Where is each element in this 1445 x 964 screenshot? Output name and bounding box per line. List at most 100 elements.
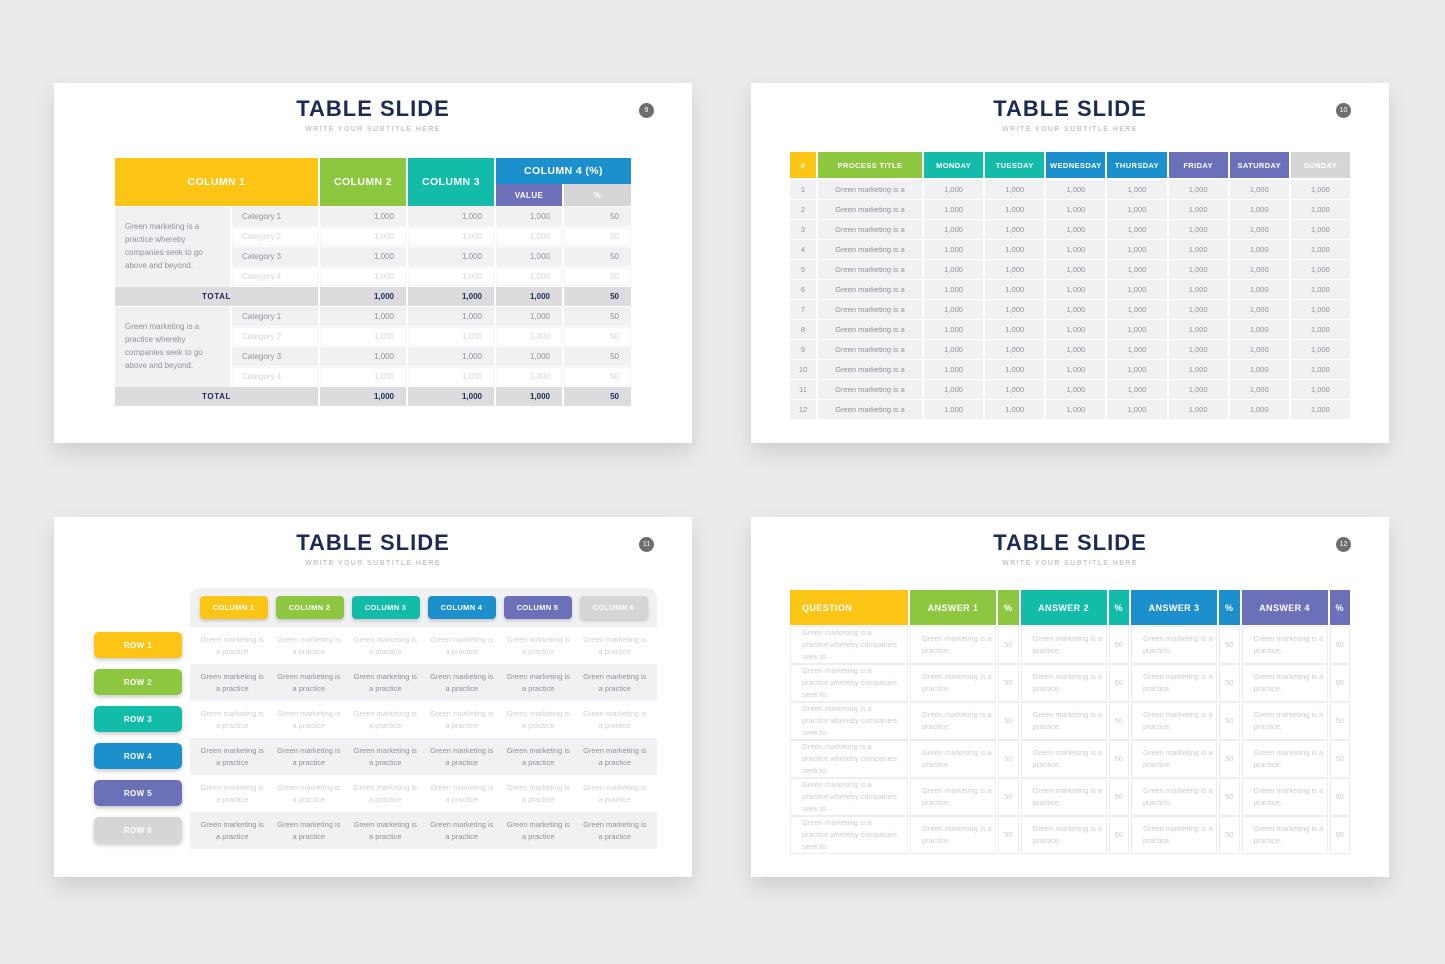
value-cell: 1,000 (496, 207, 562, 227)
column-chip: COLUMN 3 (351, 596, 420, 619)
value-cell: 1,000 (924, 180, 984, 200)
value-cell: 1,000 (1046, 320, 1106, 340)
value-cell: 1,000 (924, 360, 984, 380)
row-number-cell: 3 (790, 220, 816, 240)
percent-cell: 50 (998, 778, 1019, 816)
table-row: Green marketing is a practice whereby co… (790, 702, 1350, 740)
value-cell: 1,000 (1290, 320, 1350, 340)
table-row: 5 Green marketing is a 1,000 1,000 1,000… (790, 260, 1350, 280)
column-header: ANSWER 4 (1241, 590, 1328, 625)
total-value-cell: 1,000 (496, 287, 562, 307)
column-chip: COLUMN 1 (199, 596, 268, 619)
category-table: COLUMN 1 COLUMN 2 COLUMN 3 COLUMN 4 (%) … (115, 158, 631, 407)
value-cell: 1,000 (1290, 220, 1350, 240)
table-row: Green marketing is a practice whereby co… (790, 626, 1350, 664)
percent-cell: 50 (1329, 778, 1350, 816)
answer-cell: Green marketing is a practice. (910, 778, 996, 816)
answer-cell: Green marketing is a practice. (1241, 664, 1328, 702)
table-row: 12 Green marketing is a 1,000 1,000 1,00… (790, 400, 1350, 420)
table-row: Category 2 1,000 1,000 1,000 50 (232, 227, 631, 247)
value-cell: 1,000 (1290, 180, 1350, 200)
text-cell: Green marketing is a practice (200, 634, 264, 656)
slide-card-10[interactable]: TABLE SLIDE WRITE YOUR SUBTITLE HERE 10 … (751, 83, 1389, 443)
text-cell: Green marketing is a practice (583, 671, 647, 693)
process-title-cell: Green marketing is a (818, 400, 922, 420)
row-chip: ROW 2 (94, 669, 182, 695)
value-cell: 1,000 (1107, 360, 1167, 380)
value-cell: 1,000 (1229, 280, 1289, 300)
column-header: % (1108, 590, 1129, 625)
row-number-cell: 9 (790, 340, 816, 360)
value-cell: 1,000 (496, 227, 562, 247)
column-header: PROCESS TITLE (818, 152, 922, 178)
text-cell: Green marketing is a practice (353, 708, 417, 730)
answer-cell: Green marketing is a practice. (1241, 626, 1328, 664)
question-cell: Green marketing is a practice whereby co… (790, 626, 908, 664)
row-number-cell: 1 (790, 180, 816, 200)
text-cell: Green marketing is a practice (506, 671, 570, 693)
text-cell: Green marketing is a practice (506, 708, 570, 730)
value-cell: 1,000 (1229, 200, 1289, 220)
value-cell: 1,000 (1168, 180, 1228, 200)
row-number-cell: 2 (790, 200, 816, 220)
text-cell: Green marketing is a practice (430, 782, 494, 804)
value-cell: 1,000 (985, 400, 1045, 420)
sub-column-header: % (564, 184, 631, 206)
value-cell: 1,000 (924, 280, 984, 300)
value-cell: 1,000 (1107, 260, 1167, 280)
table-row: ROW 2 Green marketing is a practice Gree… (94, 664, 657, 701)
question-cell: Green marketing is a practice whereby co… (790, 664, 908, 702)
text-cell: Green marketing is a practice (583, 745, 647, 767)
slide-title: TABLE SLIDE (993, 530, 1147, 555)
answer-cell: Green marketing is a practice. (1131, 816, 1217, 854)
value-cell: 1,000 (985, 380, 1045, 400)
process-title-cell: Green marketing is a (818, 360, 922, 380)
text-cell: Green marketing is a practice (200, 745, 264, 767)
text-cell: Green marketing is a practice (430, 819, 494, 841)
value-cell: 1,000 (1290, 360, 1350, 380)
answer-cell: Green marketing is a practice. (910, 702, 996, 740)
column-header-group: COLUMN 4 (%) VALUE % (496, 158, 631, 206)
table-header-row: # PROCESS TITLE MONDAY TUESDAY WEDNESDAY… (790, 152, 1350, 178)
value-cell: 1,000 (1229, 220, 1289, 240)
column-header: WEDNESDAY (1046, 152, 1106, 178)
slide-card-9[interactable]: TABLE SLIDE WRITE YOUR SUBTITLE HERE 9 C… (54, 83, 692, 443)
row-number-cell: 7 (790, 300, 816, 320)
table-row: 3 Green marketing is a 1,000 1,000 1,000… (790, 220, 1350, 240)
text-cell: Green marketing is a practice (506, 634, 570, 656)
row-number-cell: 10 (790, 360, 816, 380)
slide-number-badge: 12 (1336, 537, 1351, 552)
percent-cell: 50 (564, 207, 631, 227)
value-cell: 1,000 (1168, 320, 1228, 340)
value-cell: 1,000 (1046, 240, 1106, 260)
value-cell: 1,000 (320, 347, 406, 367)
table-row: ROW 1 Green marketing is a practice Gree… (94, 627, 657, 664)
table-row: 6 Green marketing is a 1,000 1,000 1,000… (790, 280, 1350, 300)
value-cell: 1,000 (320, 307, 406, 327)
percent-cell: 50 (564, 347, 631, 367)
row-cells: Green marketing is a practice Green mark… (194, 819, 653, 842)
value-cell: 1,000 (985, 260, 1045, 280)
value-cell: 1,000 (985, 360, 1045, 380)
text-cell: Green marketing is a practice (353, 819, 417, 841)
text-cell: Green marketing is a practice (200, 671, 264, 693)
slide-card-12[interactable]: TABLE SLIDE WRITE YOUR SUBTITLE HERE 12 … (751, 517, 1389, 877)
total-value-cell: 1,000 (408, 387, 494, 407)
question-cell: Green marketing is a practice whereby co… (790, 740, 908, 778)
process-title-cell: Green marketing is a (818, 300, 922, 320)
slide-card-11[interactable]: TABLE SLIDE WRITE YOUR SUBTITLE HERE 11 … (54, 517, 692, 877)
percent-cell: 50 (564, 367, 631, 387)
value-cell: 1,000 (1107, 180, 1167, 200)
column-header: TUESDAY (985, 152, 1045, 178)
process-title-cell: Green marketing is a (818, 200, 922, 220)
category-cell: Category 1 (232, 207, 318, 227)
text-cell: Green marketing is a practice (583, 782, 647, 804)
column-header: COLUMN 3 (408, 158, 494, 206)
table-row: 11 Green marketing is a 1,000 1,000 1,00… (790, 380, 1350, 400)
slide-title: TABLE SLIDE (296, 530, 450, 555)
column-header: FRIDAY (1168, 152, 1228, 178)
value-cell: 1,000 (1168, 280, 1228, 300)
percent-cell: 50 (1108, 816, 1129, 854)
percent-cell: 50 (1108, 664, 1129, 702)
row-cells: Green marketing is a practice Green mark… (194, 708, 653, 731)
